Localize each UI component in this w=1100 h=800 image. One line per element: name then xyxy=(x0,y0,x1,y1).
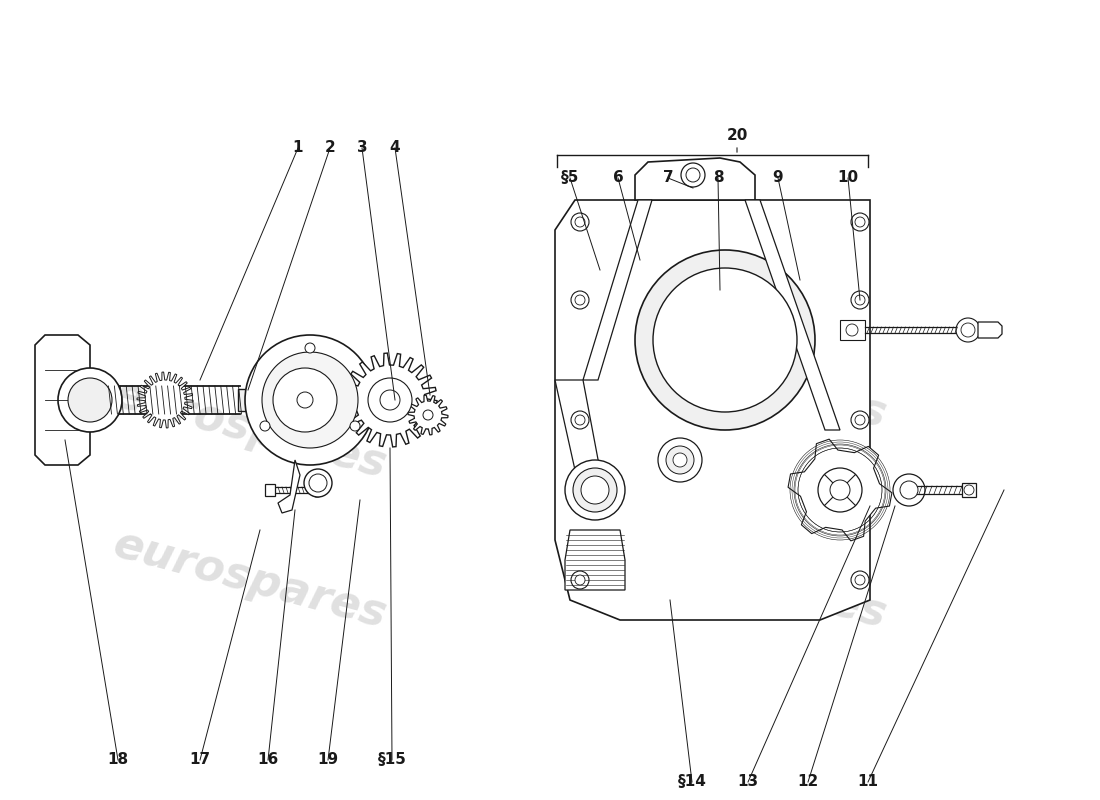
Circle shape xyxy=(851,291,869,309)
Text: eurospares: eurospares xyxy=(608,523,891,637)
Circle shape xyxy=(575,217,585,227)
Bar xyxy=(840,320,865,340)
Text: 16: 16 xyxy=(257,753,278,767)
Text: 20: 20 xyxy=(726,128,748,143)
Text: 4: 4 xyxy=(389,141,400,155)
Text: 8: 8 xyxy=(713,170,724,186)
Circle shape xyxy=(273,368,337,432)
Circle shape xyxy=(855,217,865,227)
Bar xyxy=(962,483,976,497)
Text: 9: 9 xyxy=(772,170,783,186)
Polygon shape xyxy=(343,353,437,447)
Circle shape xyxy=(571,291,588,309)
Circle shape xyxy=(851,411,869,429)
Circle shape xyxy=(653,268,798,412)
Circle shape xyxy=(666,446,694,474)
Circle shape xyxy=(686,168,700,182)
Circle shape xyxy=(964,485,974,495)
Text: 11: 11 xyxy=(858,774,879,790)
Circle shape xyxy=(575,575,585,585)
Circle shape xyxy=(893,474,925,506)
Bar xyxy=(265,484,275,496)
Circle shape xyxy=(245,335,375,465)
Circle shape xyxy=(310,483,324,497)
Polygon shape xyxy=(745,200,840,430)
Polygon shape xyxy=(35,335,90,465)
Circle shape xyxy=(581,476,609,504)
Circle shape xyxy=(58,368,122,432)
Circle shape xyxy=(571,571,588,589)
Text: 13: 13 xyxy=(737,774,759,790)
Circle shape xyxy=(635,250,815,430)
Circle shape xyxy=(681,163,705,187)
Polygon shape xyxy=(278,460,300,513)
Text: 1: 1 xyxy=(293,141,304,155)
Text: 19: 19 xyxy=(318,753,339,767)
Polygon shape xyxy=(556,200,870,620)
Circle shape xyxy=(575,415,585,425)
Polygon shape xyxy=(408,395,448,435)
Polygon shape xyxy=(978,322,1002,338)
Circle shape xyxy=(573,468,617,512)
Circle shape xyxy=(379,390,400,410)
Polygon shape xyxy=(138,372,192,428)
Text: eurospares: eurospares xyxy=(608,323,891,437)
Circle shape xyxy=(673,453,688,467)
Circle shape xyxy=(851,571,869,589)
Circle shape xyxy=(855,295,865,305)
Text: 7: 7 xyxy=(662,170,673,186)
Polygon shape xyxy=(788,439,892,541)
Polygon shape xyxy=(635,158,755,200)
Circle shape xyxy=(309,474,327,492)
Circle shape xyxy=(900,481,918,499)
Circle shape xyxy=(851,213,869,231)
Text: 17: 17 xyxy=(189,753,210,767)
Circle shape xyxy=(830,480,850,500)
Text: 2: 2 xyxy=(324,141,336,155)
Circle shape xyxy=(961,323,975,337)
Text: §14: §14 xyxy=(678,774,706,790)
Circle shape xyxy=(571,213,588,231)
Text: 18: 18 xyxy=(108,753,129,767)
Text: eurospares: eurospares xyxy=(109,523,392,637)
Circle shape xyxy=(68,378,112,422)
Text: 10: 10 xyxy=(837,170,859,186)
Bar xyxy=(238,389,258,411)
Polygon shape xyxy=(275,370,336,430)
Circle shape xyxy=(262,352,358,448)
Text: §5: §5 xyxy=(561,170,580,186)
Circle shape xyxy=(368,378,412,422)
Polygon shape xyxy=(565,530,625,590)
Text: §15: §15 xyxy=(377,753,406,767)
Circle shape xyxy=(304,469,332,497)
Circle shape xyxy=(350,421,360,431)
Polygon shape xyxy=(556,380,600,470)
Polygon shape xyxy=(583,200,652,380)
Circle shape xyxy=(658,438,702,482)
Circle shape xyxy=(846,324,858,336)
Text: 3: 3 xyxy=(356,141,367,155)
Circle shape xyxy=(565,460,625,520)
Circle shape xyxy=(855,415,865,425)
Text: 6: 6 xyxy=(613,170,624,186)
Circle shape xyxy=(855,575,865,585)
Circle shape xyxy=(260,421,270,431)
Circle shape xyxy=(571,411,588,429)
Circle shape xyxy=(956,318,980,342)
Circle shape xyxy=(424,410,433,420)
Text: eurospares: eurospares xyxy=(109,373,392,487)
Circle shape xyxy=(305,343,315,353)
Text: 12: 12 xyxy=(798,774,818,790)
Circle shape xyxy=(297,392,313,408)
Circle shape xyxy=(818,468,862,512)
Circle shape xyxy=(575,295,585,305)
